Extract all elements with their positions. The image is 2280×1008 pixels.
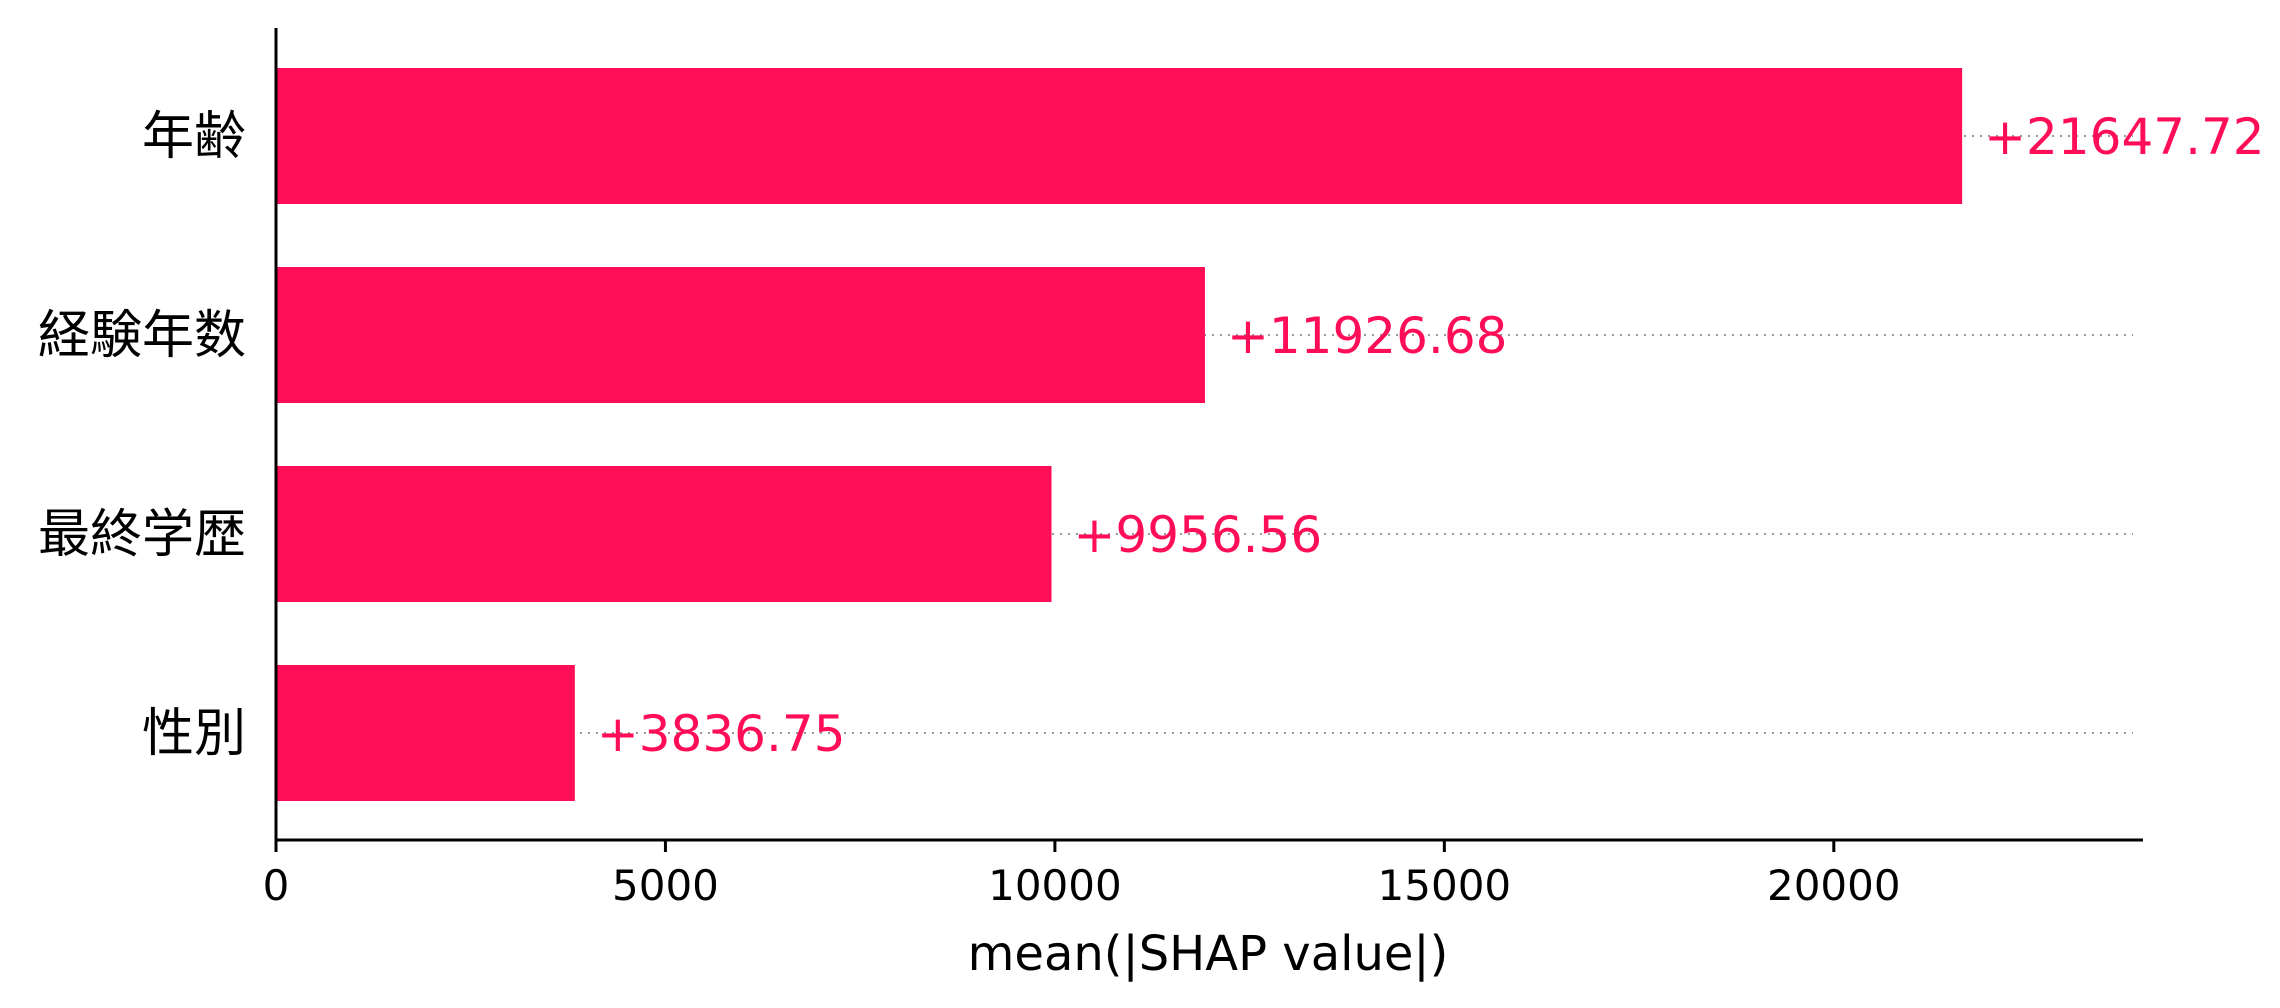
category-label: 最終学歴 [38,505,246,565]
category-label: 年齢 [142,107,246,167]
x-tick-label: 0 [263,861,290,910]
category-label: 性別 [142,704,246,764]
x-ticks: 0 5000 10000 15000 20000 [263,840,1901,910]
x-tick-label: 15000 [1378,861,1512,910]
x-axis-title: mean(|SHAP value|) [968,926,1449,982]
x-tick-label: 10000 [988,861,1122,910]
bars [276,68,1963,801]
bar [276,267,1205,403]
bar [276,68,1963,204]
value-label: +21647.72 [1984,108,2264,166]
value-label: +11926.68 [1227,307,1507,365]
bar [276,466,1052,602]
axes [274,28,2143,842]
x-tick-label: 20000 [1767,861,1901,910]
x-tick-label: 5000 [612,861,719,910]
guide-lines [276,135,2133,734]
value-label: +9956.56 [1074,506,1323,564]
value-labels: +21647.72 +11926.68 +9956.56 +3836.75 [597,108,2265,763]
category-label: 経験年数 [38,306,246,366]
bar [276,665,575,801]
value-label: +3836.75 [597,705,846,763]
